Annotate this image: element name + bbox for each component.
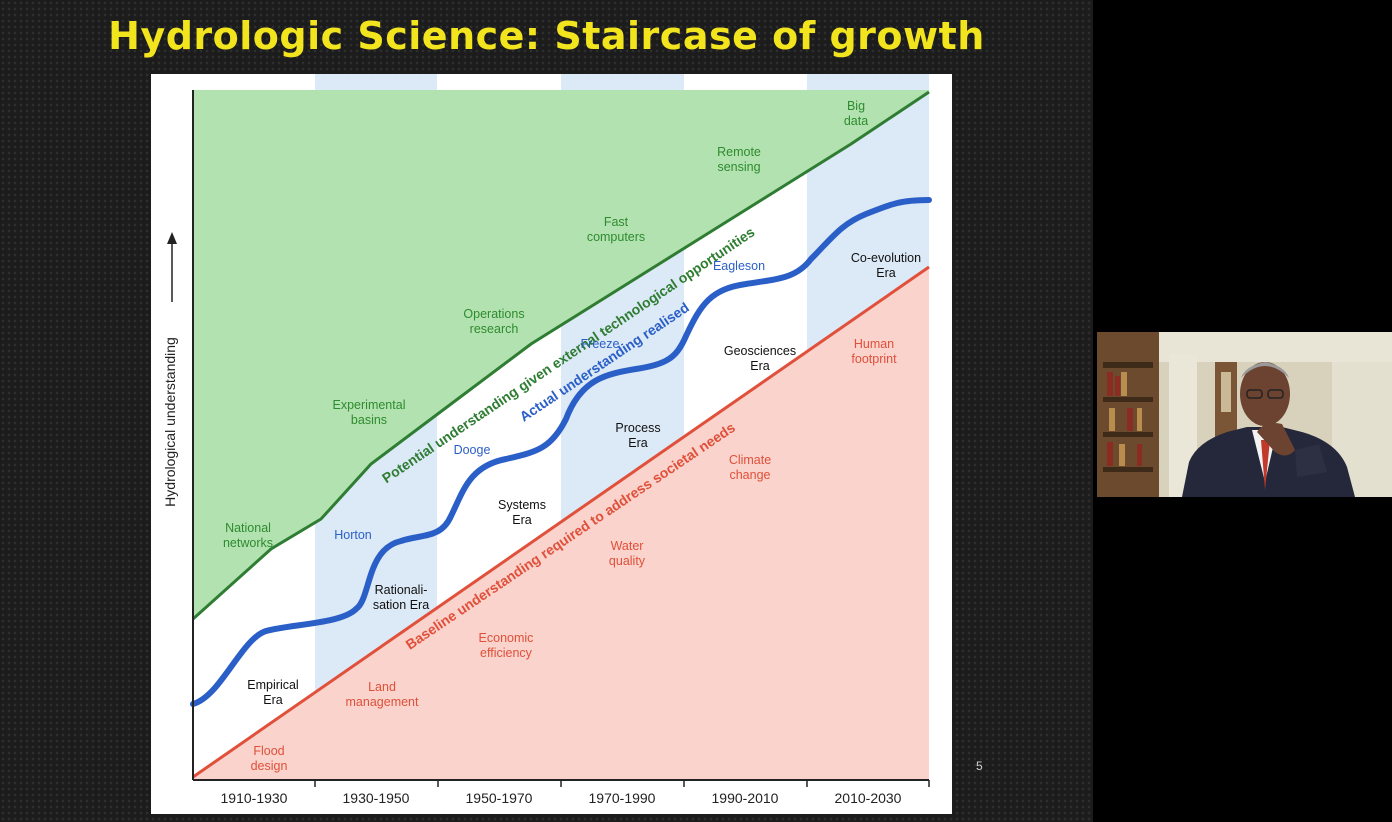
green-label: Fast computers [587, 215, 645, 244]
x-tick-label: 1930-1950 [343, 790, 410, 806]
presenter-video-frame [1097, 332, 1392, 497]
era-label: Systems Era [498, 498, 546, 527]
staircase-figure: 1910-1930 1930-1950 1950-1970 1970-1990 … [151, 74, 952, 814]
red-label: Flood design [251, 744, 288, 773]
actual-line [190, 197, 932, 707]
era-label: Rationali-sation Era [373, 583, 429, 612]
era-label: Process Era [615, 421, 660, 450]
slide-page-number: 5 [976, 759, 983, 773]
presentation-slide: Hydrologic Science: Staircase of growth [0, 0, 1093, 822]
green-label: National networks [223, 521, 273, 550]
era-label: Co-evolution Era [851, 251, 921, 280]
blue-label: Freeze [581, 337, 620, 351]
red-label: Water quality [609, 539, 646, 568]
blue-label: Eagleson [713, 259, 765, 273]
blue-label: Horton [334, 528, 372, 542]
x-tick-label: 1910-1930 [221, 790, 288, 806]
green-label: Remote sensing [717, 145, 761, 174]
y-axis-label: Hydrological understanding [162, 337, 178, 507]
presenter-video-thumbnail[interactable] [1097, 332, 1392, 497]
potential-region [193, 90, 929, 619]
era-label: Geosciences Era [724, 344, 796, 373]
potential-line [191, 90, 930, 621]
staircase-chart: 1910-1930 1930-1950 1950-1970 1970-1990 … [162, 74, 932, 806]
slide-title: Hydrologic Science: Staircase of growth [108, 14, 985, 58]
red-label: Climate change [729, 453, 771, 482]
red-label: Economic efficiency [479, 631, 534, 660]
green-label: Big data [844, 99, 868, 128]
baseline-line [192, 265, 930, 779]
green-label: Experimental basins [333, 398, 406, 427]
y-axis-arrow-icon [167, 232, 177, 302]
x-tick-label: 2010-2030 [835, 790, 902, 806]
era-label: Empirical Era [247, 678, 298, 707]
x-tick-label: 1950-1970 [466, 790, 533, 806]
green-label: Operations research [463, 307, 524, 336]
x-tick-label: 1990-2010 [712, 790, 779, 806]
red-label: Human footprint [851, 337, 897, 366]
blue-label: Dooge [454, 443, 491, 457]
red-label: Land management [346, 680, 419, 709]
x-tick-label: 1970-1990 [589, 790, 656, 806]
x-axis-ticks [314, 780, 930, 787]
